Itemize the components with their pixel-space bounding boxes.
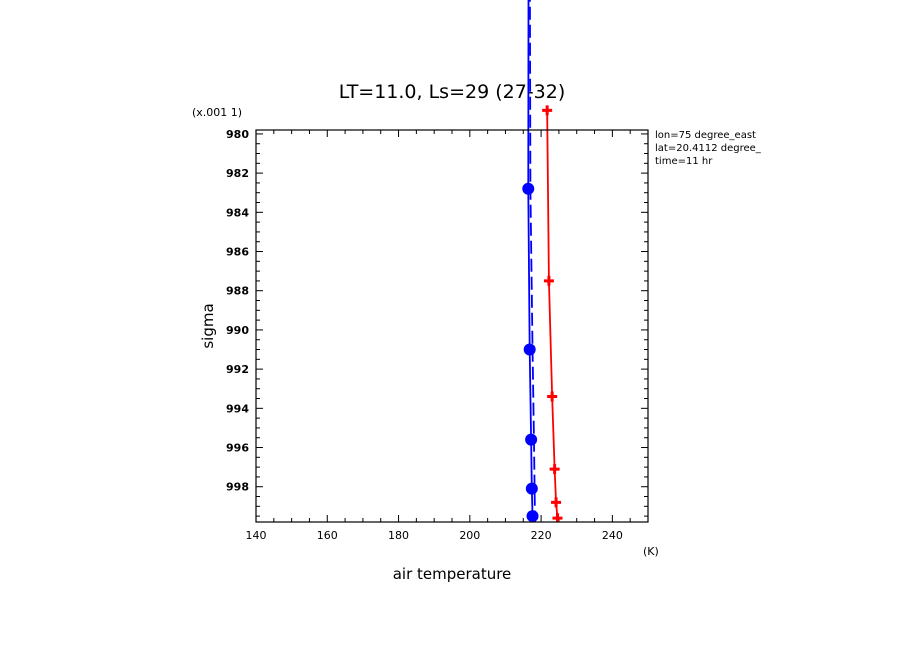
chart-title: LT=11.0, Ls=29 (27-32) [339, 81, 566, 103]
x-unit-label: (K) [643, 545, 659, 558]
series-1-point [525, 433, 538, 446]
series-line-0 [546, 110, 559, 519]
series-0-point [543, 275, 554, 286]
series-1-point [526, 510, 539, 522]
x-tick-label: 180 [388, 529, 409, 542]
series-0-point [547, 391, 558, 402]
x-tick-label: 160 [317, 529, 338, 542]
plot-frame [255, 129, 649, 523]
y-tick-label: 996 [226, 442, 249, 455]
y-tick-label: 990 [226, 324, 249, 337]
annotation-lon: lon=75 degree_east [655, 130, 756, 141]
series-0-point [542, 105, 553, 116]
series-0-point [551, 497, 562, 508]
data-series [522, 0, 563, 522]
series-1-point [522, 182, 535, 195]
x-tick-label: 140 [246, 529, 267, 542]
y-tick-label: 984 [226, 206, 249, 219]
series-0-point [549, 464, 560, 475]
y-axis-label: sigma [199, 303, 217, 348]
series-line-2 [529, 0, 536, 522]
series-1-point [523, 343, 536, 356]
y-tick-label: 994 [226, 402, 249, 415]
axis-ticks: 140 160 180 200 220 240 980 982 984 986 988 990 992 9… [226, 128, 649, 542]
x-axis-label: air temperature [393, 565, 512, 583]
y-tick-label: 998 [226, 481, 249, 494]
annotation-lat: lat=20.4112 degree_ [655, 143, 762, 154]
x-tick-label: 200 [459, 529, 480, 542]
series-1-point [525, 482, 538, 495]
y-tick-label: 986 [226, 246, 249, 259]
y-tick-label: 982 [226, 167, 249, 180]
y-tick-label: 980 [226, 128, 249, 141]
y-tick-label: 992 [226, 363, 249, 376]
y-scale-note: (x.001 1) [192, 106, 242, 119]
x-tick-label: 240 [602, 529, 623, 542]
x-tick-label: 220 [531, 529, 552, 542]
y-tick-label: 988 [226, 285, 249, 298]
annotation-time: time=11 hr [655, 156, 713, 167]
